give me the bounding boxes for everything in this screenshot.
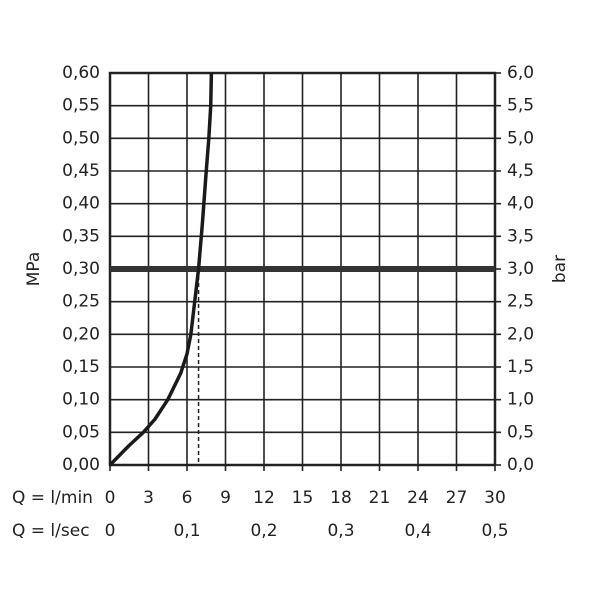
y-tick-label: 0,25 bbox=[62, 292, 100, 312]
x-axis-label: Q = l/min bbox=[12, 488, 93, 508]
x-tick-label: 18 bbox=[330, 488, 352, 508]
y2-tick-label: 3,5 bbox=[507, 226, 534, 246]
x-tick-label: 0 bbox=[105, 488, 116, 508]
y-tick-label: 0,15 bbox=[62, 357, 100, 377]
y-tick-label: 0,10 bbox=[62, 390, 100, 410]
y2-tick-label: 5,5 bbox=[507, 96, 534, 116]
x2-tick-label: 0,2 bbox=[250, 521, 277, 541]
y2-tick-label: 1,0 bbox=[507, 390, 534, 410]
x-tick-label: 15 bbox=[292, 488, 314, 508]
y-tick-label: 0,45 bbox=[62, 161, 100, 181]
y2-tick-label: 5,0 bbox=[507, 128, 534, 148]
x2-tick-label: 0,5 bbox=[481, 521, 508, 541]
y2-tick-label: 3,0 bbox=[507, 259, 534, 279]
flow-curve bbox=[108, 72, 214, 467]
y2-tick-label: 4,5 bbox=[507, 161, 534, 181]
y-axis-label: MPa bbox=[24, 252, 44, 287]
x-tick-label: 21 bbox=[369, 488, 391, 508]
y-tick-label: 0,20 bbox=[62, 324, 100, 344]
y2-tick-label: 1,5 bbox=[507, 357, 534, 377]
y2-tick-label: 6,0 bbox=[507, 63, 534, 83]
y-tick-label: 0,35 bbox=[62, 226, 100, 246]
y-tick-label: 0,60 bbox=[62, 63, 100, 83]
x2-axis-label: Q = l/sec bbox=[12, 521, 90, 541]
y-tick-label: 0,30 bbox=[62, 259, 100, 279]
y2-tick-label: 0,0 bbox=[507, 455, 534, 475]
y-tick-label: 0,40 bbox=[62, 194, 100, 214]
x-tick-label: 24 bbox=[407, 488, 429, 508]
x-tick-label: 12 bbox=[253, 488, 275, 508]
y2-tick-label: 2,0 bbox=[507, 324, 534, 344]
x-tick-label: 30 bbox=[484, 488, 506, 508]
x-tick-label: 27 bbox=[446, 488, 468, 508]
x-tick-label: 3 bbox=[143, 488, 154, 508]
y2-tick-label: 4,0 bbox=[507, 194, 534, 214]
y-tick-label: 0,50 bbox=[62, 128, 100, 148]
y-tick-label: 0,55 bbox=[62, 96, 100, 116]
y-tick-label: 0,05 bbox=[62, 422, 100, 442]
y2-tick-label: 0,5 bbox=[507, 422, 534, 442]
x2-tick-label: 0 bbox=[105, 521, 116, 541]
x2-tick-label: 0,1 bbox=[173, 521, 200, 541]
x-tick-label: 9 bbox=[220, 488, 231, 508]
x2-tick-label: 0,4 bbox=[404, 521, 431, 541]
y-tick-label: 0,00 bbox=[62, 455, 100, 475]
x2-tick-label: 0,3 bbox=[327, 521, 354, 541]
y2-axis-label: bar bbox=[550, 255, 570, 283]
y2-tick-label: 2,5 bbox=[507, 292, 534, 312]
x-tick-label: 6 bbox=[182, 488, 193, 508]
